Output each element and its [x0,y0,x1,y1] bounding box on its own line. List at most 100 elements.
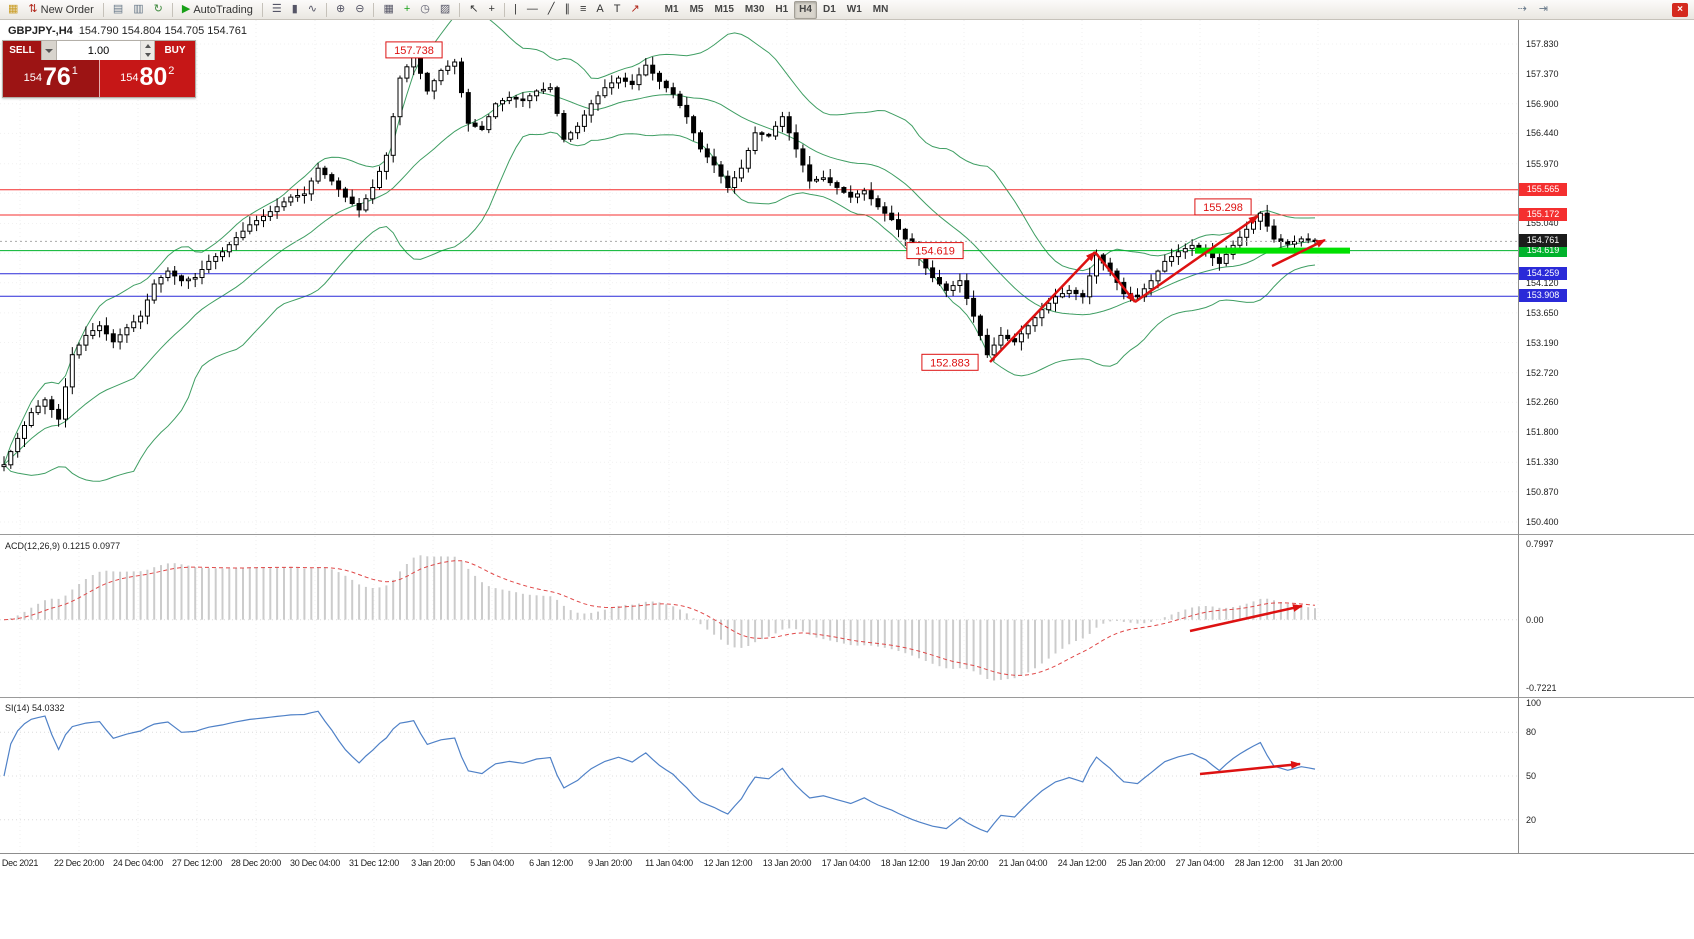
price-axis-label: 155.970 [1526,158,1559,169]
fibonacci-icon[interactable]: ≡ [576,1,590,18]
chart-candles-icon[interactable]: ▮ [288,1,302,18]
sell-price-button[interactable]: 154 76 1 [3,60,99,97]
crosshair-icon[interactable]: + [485,1,499,18]
time-axis-label: 24 Jan 12:00 [1057,858,1107,868]
toolbar-separator [373,2,375,17]
price-chart-pane[interactable]: 157.738 155.298 154.619 152.883 [0,20,1518,534]
indicators-icon: + [403,3,411,15]
new-order-icon: ⇅ [28,3,38,15]
arrows-tool-icon: ↗ [630,3,640,15]
toolbar-separator [261,2,263,17]
price-axis-label: 155.040 [1526,218,1559,229]
pane-separator[interactable] [0,697,1694,698]
macd-signal-line[interactable] [3,560,1316,676]
zoom-in-icon[interactable]: ⊕ [332,1,349,18]
time-axis-label: 19 Jan 20:00 [939,858,989,868]
timeframe-m15-button[interactable]: M15 [714,3,734,15]
close-button[interactable]: × [1672,2,1688,17]
volume-decrease-button[interactable] [141,50,154,60]
volume-increase-button[interactable] [141,41,154,51]
macd-indicator-label: ACD(12,26,9) 0.1215 0.0977 [5,541,121,551]
refresh-icon[interactable]: ↻ [150,1,167,18]
current-price-tag: 154.761 [1519,234,1567,248]
macd-grid [0,536,1518,696]
chart-shift-icon[interactable]: ⇥ [1535,1,1552,18]
price-axis-label: 152.260 [1526,397,1559,408]
horizontal-level-lines[interactable] [0,189,1518,297]
timeframe-mn-button[interactable]: MN [872,3,889,15]
rsi-line[interactable] [3,710,1316,833]
toolbar-separator [459,2,461,17]
rsi-trend-arrow[interactable] [1199,760,1301,776]
label-icon: T [613,3,621,15]
new-order-button[interactable]: ⇅ New Order [24,1,97,18]
periods-icon[interactable]: ◷ [416,1,434,18]
macd-histogram[interactable] [4,555,1316,681]
time-axis-label: 18 Jan 12:00 [880,858,930,868]
price-axis-label: 157.370 [1526,68,1559,79]
zoom-out-icon[interactable]: ⊖ [351,1,368,18]
templates-icon[interactable]: ▨ [436,1,454,18]
buy-price-sup: 2 [168,65,175,77]
time-axis-label: 6 Jan 12:00 [529,858,573,868]
timeframe-m30-button[interactable]: M30 [744,3,765,15]
chart-bars-icon[interactable]: ☰ [268,1,286,18]
price-axis-label: 152.720 [1526,367,1559,378]
rsi-axis-label: 50 [1526,771,1537,781]
channel-icon[interactable]: ∥ [560,1,574,18]
price-level-tag: 155.565 [1519,182,1567,196]
arrows-tool-icon[interactable]: ↗ [626,1,643,18]
pane-separator[interactable] [0,534,1694,535]
vertical-line-icon[interactable]: | [510,1,521,18]
price-axis-label: 156.440 [1526,128,1559,139]
timeframe-d1-button[interactable]: D1 [822,3,836,15]
price-label-boxes[interactable]: 157.738 155.298 154.619 152.883 [385,41,1252,371]
buy-button[interactable]: BUY [155,41,195,60]
one-click-trading-panel: SELL BUY 154 76 1 154 [2,40,196,98]
time-axis-label: 31 Dec 12:00 [349,858,399,868]
timeframe-w1-button[interactable]: W1 [846,3,862,15]
rsi-indicator-label: SI(14) 54.0332 [5,703,65,713]
profiles-icon[interactable]: ▥ [129,1,147,18]
sell-button[interactable]: SELL [3,41,41,60]
timeframe-m5-button[interactable]: M5 [689,3,704,15]
price-axis-label: 157.830 [1526,39,1559,49]
trend-arrows[interactable] [989,214,1326,363]
timeframe-m1-button[interactable]: M1 [664,3,679,15]
horizontal-line-icon[interactable]: — [523,1,542,18]
chart-bars-icon: ☰ [271,3,282,15]
label-icon[interactable]: T [610,1,625,18]
order-type-dropdown[interactable] [41,41,57,60]
charts-window-icon[interactable]: ▤ [109,1,127,18]
autotrading-button[interactable]: ▶ AutoTrading [178,1,257,18]
cursor-icon[interactable]: ↖ [465,1,482,18]
tile-windows-icon[interactable]: ▦ [379,1,397,18]
price-axis-label: 153.190 [1526,337,1559,348]
svg-text:155.298: 155.298 [1203,202,1243,214]
toolbar-separator [503,2,505,17]
chart-line-icon[interactable]: ∿ [304,1,321,18]
indicators-icon[interactable]: + [400,1,414,18]
time-axis-label: Dec 2021 [1,858,39,868]
buy-price-button[interactable]: 154 80 2 [98,60,195,97]
timeframe-h4-button[interactable]: H4 [794,0,817,19]
chart-window[interactable]: 157.738 155.298 154.619 152.883 Dec 2021 22 … [0,20,1694,939]
app-icon[interactable]: ▦ [4,1,22,18]
auto-scroll-icon[interactable]: ⇢ [1514,1,1531,18]
candles[interactable] [1,48,1318,472]
text-icon[interactable]: A [592,1,607,18]
trendline-icon[interactable]: ╱ [544,1,559,18]
svg-text:154.619: 154.619 [915,246,955,258]
charts-window-icon: ▤ [112,3,124,15]
rsi-grid [0,698,1518,852]
time-axis[interactable]: Dec 2021 22 Dec 20:00 24 Dec 04:00 27 Dec 1… [0,853,1694,876]
timeframe-h1-button[interactable]: H1 [775,3,789,15]
toolbar-separator [102,2,104,17]
vertical-line-icon: | [513,3,517,15]
volume-input[interactable] [57,41,140,60]
macd-pane[interactable] [0,536,1518,696]
rsi-pane[interactable] [0,698,1518,852]
macd-trend-arrow[interactable] [1189,604,1303,633]
crosshair-icon: + [488,3,495,15]
ohlc-values: 154.790 154.804 154.705 154.761 [78,25,248,37]
